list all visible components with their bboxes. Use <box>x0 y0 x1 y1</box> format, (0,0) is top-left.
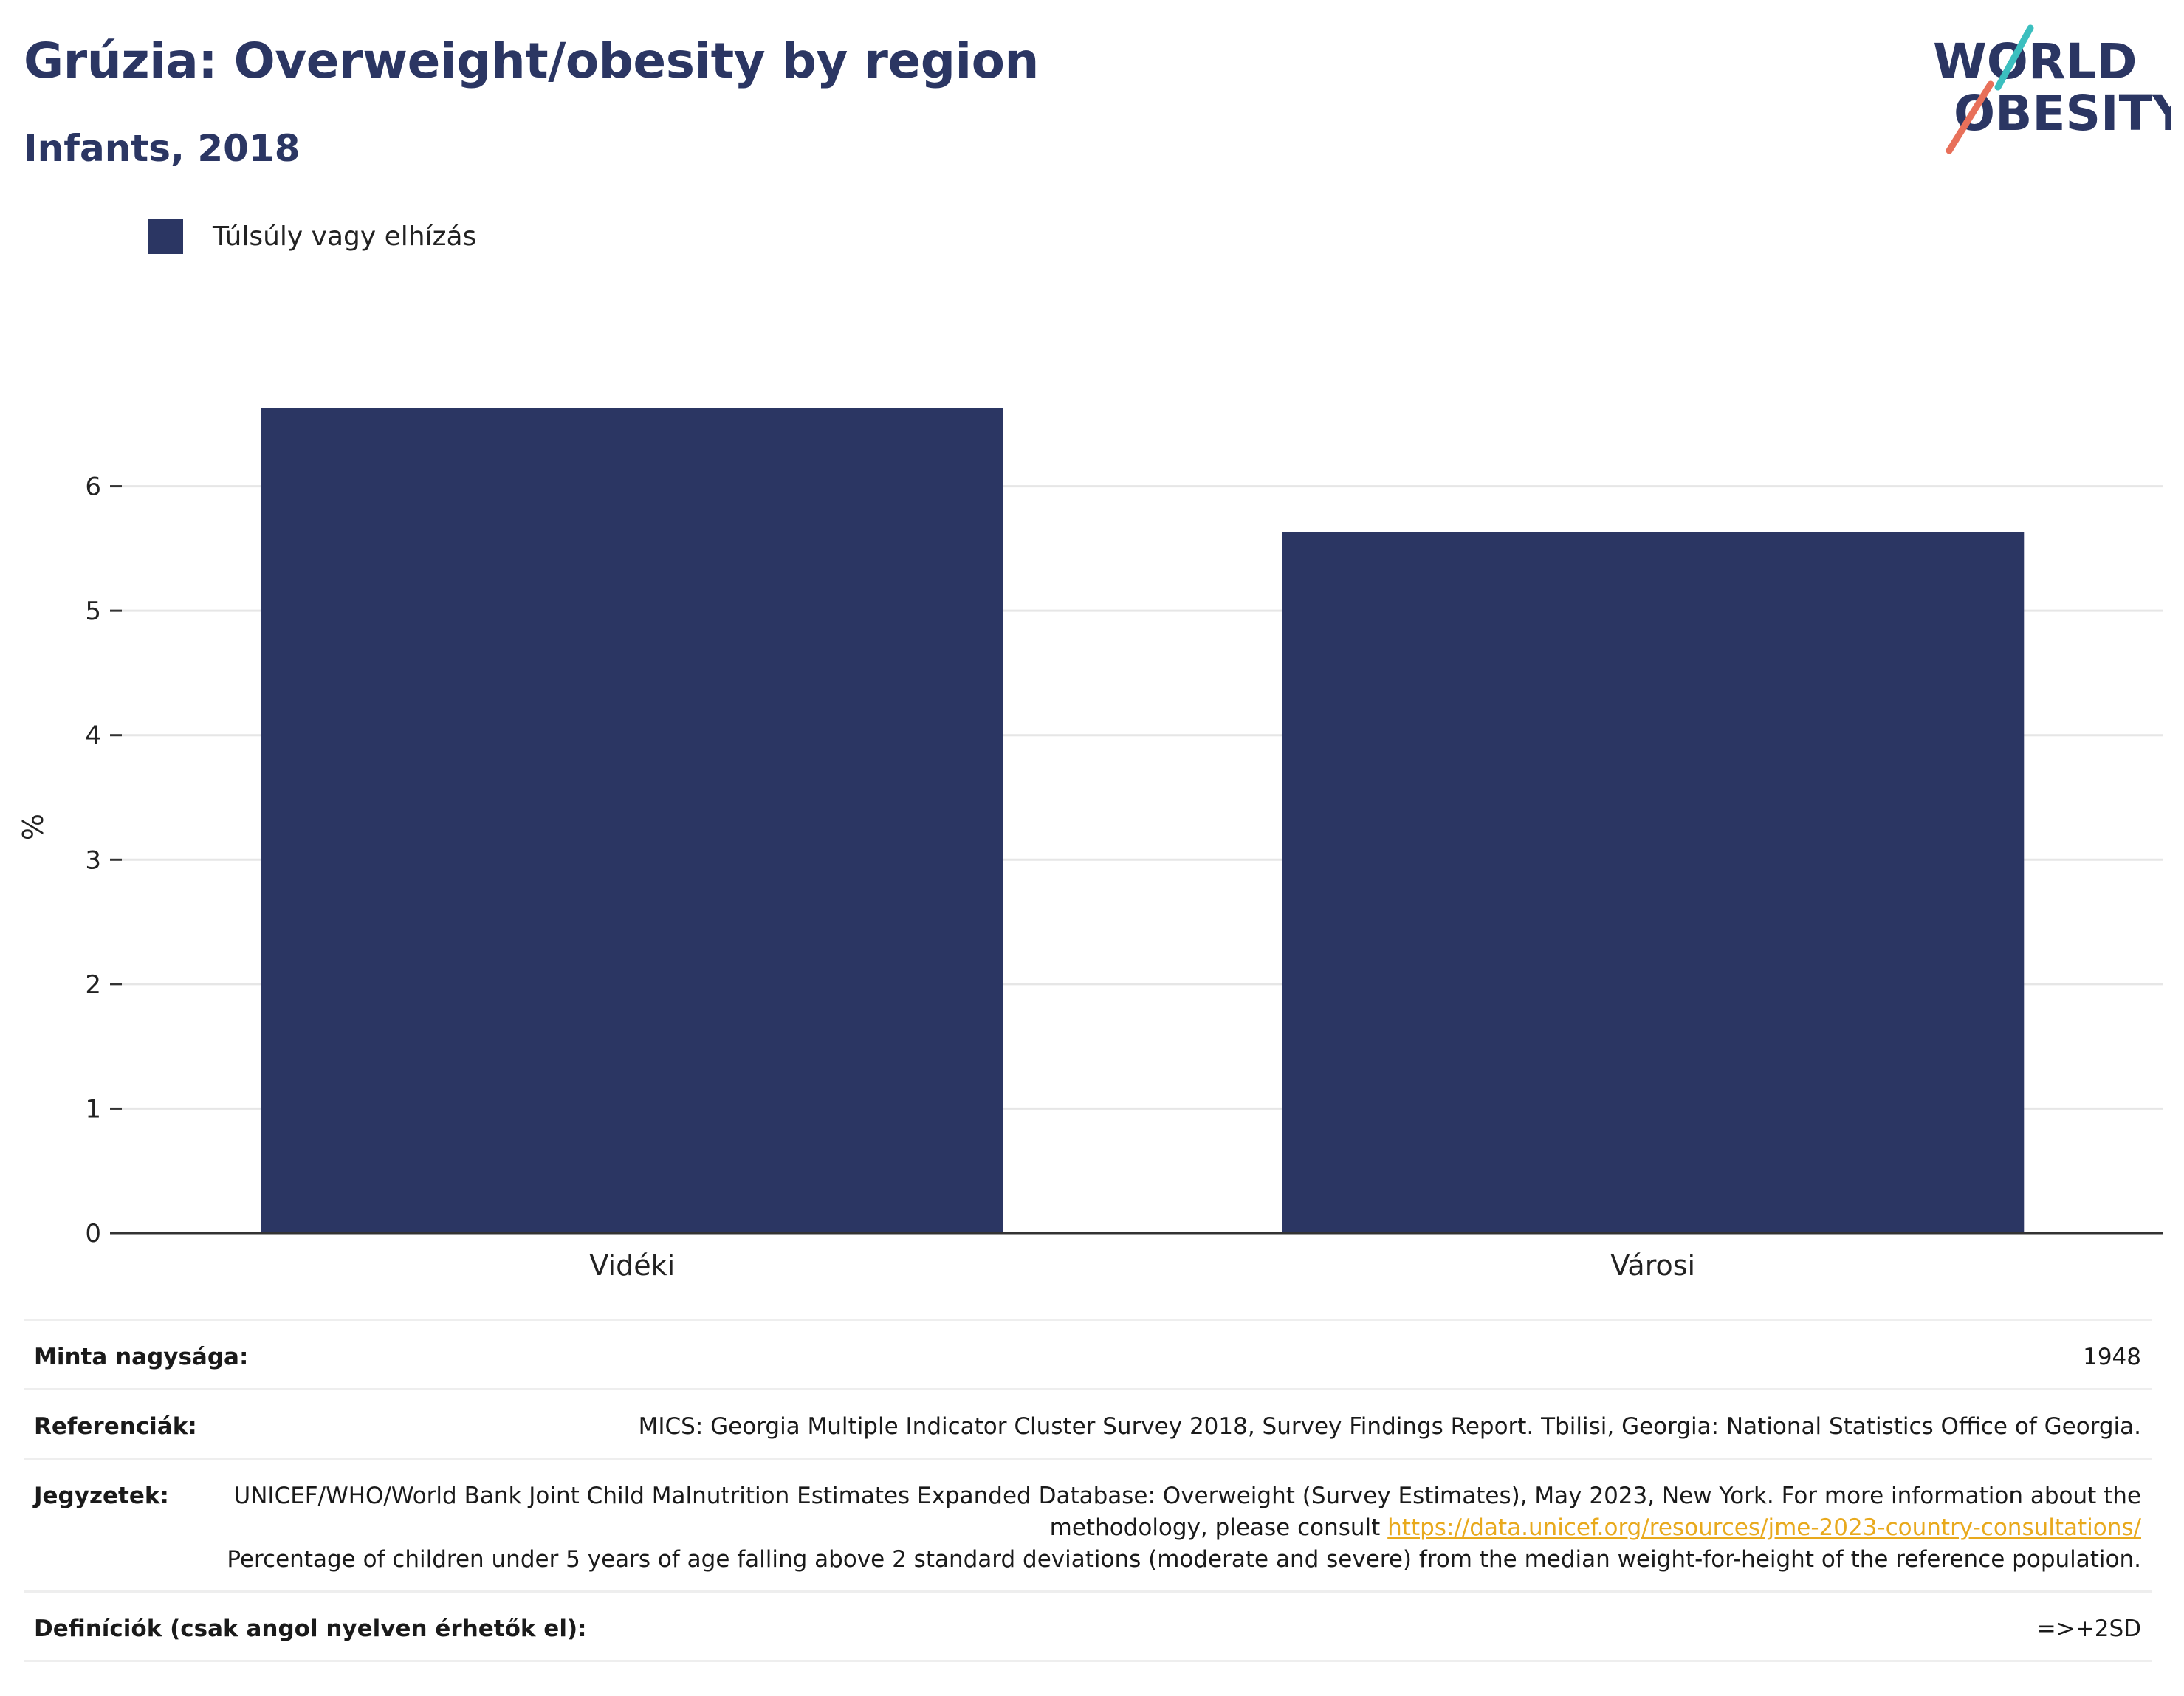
definitions-row: Definíciók (csak angol nyelven érhetők e… <box>24 1590 2152 1662</box>
chart-subtitle: Infants, 2018 <box>24 127 301 170</box>
y-tick-label: 4 <box>85 721 101 751</box>
world-obesity-logo: WORLD OBESITY <box>1933 24 2171 154</box>
sample-size-label: Minta nagysága: <box>34 1344 249 1370</box>
y-tick-label: 3 <box>85 845 101 875</box>
legend-swatch <box>148 219 183 254</box>
notes-text-1: UNICEF/WHO/World Bank Joint Child Malnut… <box>233 1483 2141 1541</box>
notes-text-2: Percentage of children under 5 years of … <box>227 1546 2141 1573</box>
y-tick-label: 5 <box>85 597 101 626</box>
methodology-link[interactable]: https://data.unicef.org/resources/jme-20… <box>1387 1514 2141 1541</box>
definitions-value: =>+2SD <box>2036 1616 2141 1642</box>
y-tick-label: 1 <box>85 1094 101 1124</box>
notes-row: Jegyzetek: UNICEF/WHO/World Bank Joint C… <box>24 1458 2152 1590</box>
references-value: MICS: Georgia Multiple Indicator Cluster… <box>638 1413 2141 1440</box>
x-axis-categories: Vidéki Városi <box>589 1249 1695 1282</box>
logo-word-obesity: OBESITY <box>1954 85 2171 142</box>
x-category-label: Vidéki <box>589 1249 675 1282</box>
legend[interactable]: Túlsúly vagy elhízás <box>148 219 476 254</box>
logo-slash-teal <box>1994 24 2034 91</box>
y-tick-label: 2 <box>85 970 101 1000</box>
x-category-label: Városi <box>1610 1249 1695 1282</box>
y-tick-label: 0 <box>85 1219 101 1249</box>
notes-label: Jegyzetek: <box>34 1483 169 1509</box>
bar-urban[interactable] <box>1282 532 2025 1233</box>
notes-value: UNICEF/WHO/World Bank Joint Child Malnut… <box>213 1480 2141 1576</box>
legend-label: Túlsúly vagy elhízás <box>213 221 477 252</box>
y-axis-ticks: 0 1 2 3 4 5 6 <box>85 473 122 1249</box>
definitions-label: Definíciók (csak angol nyelven érhetők e… <box>34 1616 587 1642</box>
sample-size-row: Minta nagysága: 1948 <box>24 1319 2152 1388</box>
chart-title: Grúzia: Overweight/obesity by region <box>24 32 1039 89</box>
logo-word-world: WORLD <box>1933 33 2137 90</box>
bars <box>261 408 2025 1233</box>
sample-size-value: 1948 <box>2083 1344 2141 1370</box>
bar-chart: 0 1 2 3 4 5 6 Vidéki Városi % <box>17 408 2163 1282</box>
logo-slash-coral <box>1946 80 1994 154</box>
y-axis-title: % <box>17 814 49 840</box>
references-row: Referenciák: MICS: Georgia Multiple Indi… <box>24 1388 2152 1458</box>
references-label: Referenciák: <box>34 1413 197 1440</box>
y-tick-label: 6 <box>85 473 101 502</box>
bar-rural[interactable] <box>261 408 1003 1233</box>
metadata-table: Minta nagysága: 1948 Referenciák: MICS: … <box>24 1319 2152 1662</box>
